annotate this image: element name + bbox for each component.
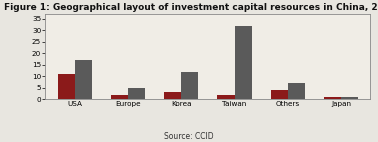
Text: Figure 1: Geographical layout of investment capital resources in China, 2005: Figure 1: Geographical layout of investm…: [4, 3, 378, 12]
Bar: [324, 97, 341, 99]
Bar: [111, 95, 128, 99]
Bar: [181, 72, 198, 99]
Bar: [341, 97, 358, 99]
Bar: [57, 74, 75, 99]
Text: Source: CCID: Source: CCID: [164, 132, 214, 141]
Bar: [75, 60, 92, 99]
Bar: [128, 88, 145, 99]
Bar: [217, 95, 234, 99]
Bar: [288, 83, 305, 99]
Bar: [271, 90, 288, 99]
Bar: [234, 26, 252, 99]
Bar: [164, 92, 181, 99]
